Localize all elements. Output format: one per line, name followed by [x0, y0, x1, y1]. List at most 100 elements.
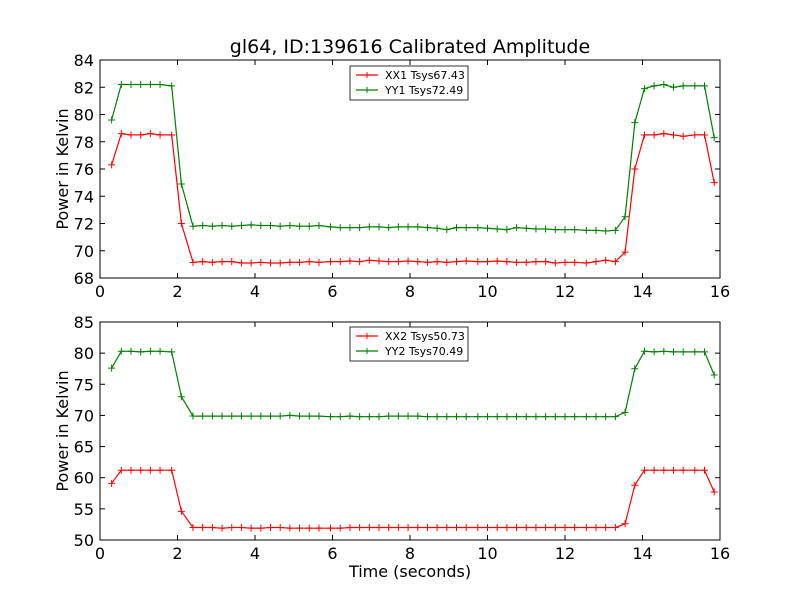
data-point-marker	[267, 412, 274, 420]
data-point-marker	[551, 413, 559, 421]
y-tick-label: 50	[74, 531, 94, 550]
data-point-marker	[189, 222, 197, 230]
data-point-marker	[156, 81, 164, 89]
data-point-marker	[443, 258, 451, 266]
data-point-marker	[679, 82, 687, 90]
data-point-marker	[670, 131, 677, 139]
data-point-marker	[474, 413, 482, 421]
data-point-marker	[592, 413, 600, 421]
data-point-marker	[493, 413, 501, 421]
data-point-marker	[679, 348, 687, 356]
data-point-marker	[237, 259, 245, 267]
data-point-marker	[375, 413, 383, 421]
y-tick-label: 74	[74, 187, 94, 206]
data-point-marker	[286, 258, 294, 266]
legend-item: XX2 Tsys50.73	[356, 330, 465, 343]
data-point-marker	[346, 257, 354, 265]
data-point-marker	[127, 347, 135, 355]
data-point-marker	[247, 412, 255, 420]
data-point-marker	[474, 524, 482, 532]
data-point-marker	[365, 256, 373, 264]
legend-box	[349, 326, 469, 362]
data-point-marker	[108, 161, 116, 169]
y-tick-label: 82	[74, 78, 94, 97]
data-point-marker	[168, 466, 176, 474]
y-tick-label: 80	[74, 106, 94, 125]
x-tick-label: 10	[477, 544, 497, 563]
legend-box	[349, 65, 469, 101]
data-point-marker	[621, 408, 629, 416]
x-tick-label: 4	[250, 282, 260, 301]
data-point-marker	[561, 226, 569, 234]
data-point-marker	[474, 224, 482, 232]
x-tick-label: 8	[405, 544, 415, 563]
data-point-marker	[228, 258, 236, 266]
legend-item: XX1 Tsys67.43	[356, 69, 465, 82]
y-axis-label: Power in Kelvin	[53, 108, 72, 229]
data-point-marker	[199, 524, 207, 532]
data-point-marker	[365, 413, 373, 421]
data-point-marker	[127, 131, 135, 139]
data-point-marker	[346, 524, 354, 532]
data-point-marker	[710, 371, 718, 379]
data-point-marker	[385, 258, 393, 266]
data-point-marker	[453, 524, 460, 532]
x-tick-label: 6	[327, 544, 337, 563]
data-point-marker	[257, 412, 265, 420]
data-point-marker	[117, 81, 125, 89]
legend-marker	[364, 333, 370, 339]
data-point-marker	[462, 257, 470, 265]
data-point-marker	[137, 131, 145, 139]
data-point-marker	[247, 524, 255, 532]
data-point-marker	[108, 479, 116, 487]
data-point-marker	[267, 524, 274, 532]
data-point-marker	[228, 222, 236, 230]
data-point-marker	[522, 258, 530, 266]
data-point-marker	[356, 413, 364, 421]
x-axis-label: Time (seconds)	[348, 562, 471, 581]
data-point-marker	[701, 82, 708, 90]
data-point-marker	[679, 466, 687, 474]
data-point-marker	[571, 524, 579, 532]
legend-item: YY1 Tsys72.49	[356, 84, 463, 97]
data-point-marker	[532, 413, 540, 421]
data-point-marker	[365, 524, 373, 532]
data-point-marker	[423, 258, 431, 266]
data-point-marker	[621, 520, 629, 528]
data-point-marker	[127, 466, 135, 474]
data-point-marker	[423, 224, 431, 232]
y-tick-label: 55	[74, 500, 94, 519]
data-point-marker	[237, 524, 245, 532]
legend: XX1 Tsys67.43 YY1 Tsys72.49	[349, 65, 469, 101]
data-point-marker	[108, 116, 116, 124]
data-point-marker	[137, 466, 145, 474]
data-point-marker	[257, 524, 265, 532]
data-point-marker	[670, 466, 677, 474]
x-tick-label: 2	[172, 544, 182, 563]
data-point-marker	[423, 413, 431, 421]
data-point-marker	[484, 258, 491, 266]
data-point-marker	[513, 524, 521, 532]
data-point-marker	[433, 413, 441, 421]
data-point-marker	[404, 524, 412, 532]
data-point-marker	[433, 258, 441, 266]
data-point-marker	[582, 413, 590, 421]
data-point-marker	[218, 258, 226, 266]
data-point-marker	[433, 224, 441, 232]
data-point-marker	[199, 412, 207, 420]
data-point-marker	[710, 488, 718, 496]
data-point-marker	[375, 223, 383, 231]
data-point-marker	[305, 524, 313, 532]
data-point-marker	[513, 413, 521, 421]
y-tick-label: 65	[74, 438, 94, 457]
data-point-marker	[602, 227, 610, 235]
data-point-marker	[474, 258, 482, 266]
data-point-marker	[484, 224, 491, 232]
data-point-marker	[177, 393, 185, 401]
data-point-marker	[691, 131, 699, 139]
legend-label: YY2 Tsys70.49	[384, 345, 463, 358]
data-point-marker	[375, 257, 383, 265]
legend-marker	[364, 87, 370, 93]
data-point-marker	[276, 412, 284, 420]
